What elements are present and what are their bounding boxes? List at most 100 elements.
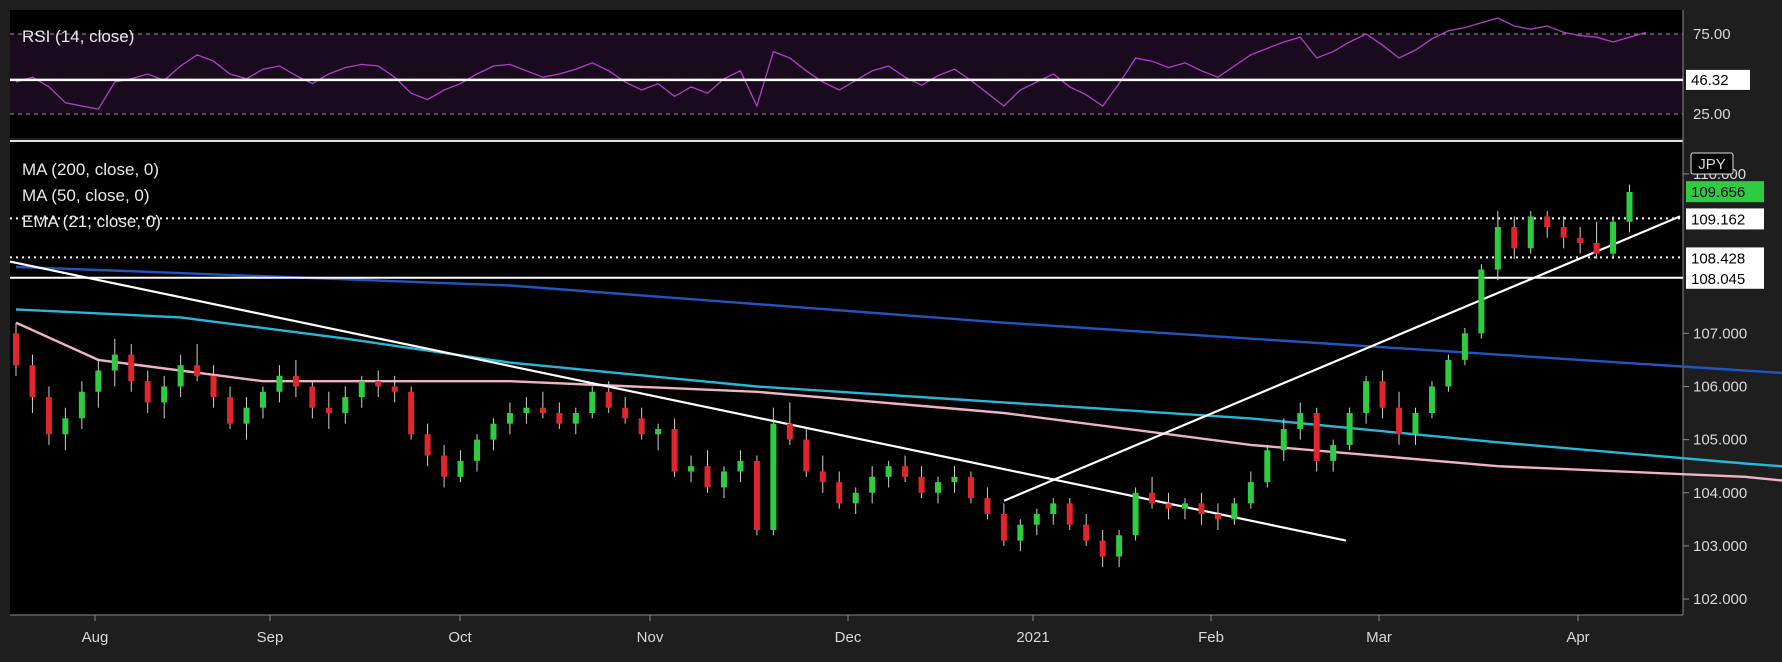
price-panel-background	[10, 142, 1683, 615]
legend-ma50[interactable]: MA (50, close, 0)	[22, 186, 150, 205]
candle-down	[836, 482, 843, 504]
candle-down	[128, 354, 135, 382]
candle-up	[1017, 524, 1024, 541]
level-tag-2-label: 108.428	[1691, 250, 1745, 267]
rsi-layer	[10, 17, 1683, 115]
x-tick-label: Dec	[835, 629, 862, 646]
last-price-label: 109.656	[1691, 184, 1745, 201]
trendlines-layer	[9, 215, 1681, 542]
candle-down	[902, 466, 909, 477]
candle-down	[375, 381, 382, 387]
candle-up	[770, 423, 777, 530]
level-tag-1	[1686, 208, 1764, 230]
series-line-1	[15, 265, 1782, 375]
candle-up	[95, 370, 102, 392]
candle-down	[424, 434, 431, 456]
candle-down	[227, 397, 234, 424]
candle-down	[144, 381, 151, 403]
candle-down	[325, 407, 332, 414]
candle-up	[358, 381, 365, 398]
candle-up	[589, 391, 596, 414]
candles-layer	[13, 184, 1633, 568]
rsi-lower-level-label: 25.00	[1693, 106, 1731, 123]
candle-down	[1000, 514, 1007, 541]
level-tag-3-label: 108.045	[1691, 271, 1745, 288]
y-tick-label: 107.000	[1693, 325, 1747, 342]
series-line-3	[15, 321, 1782, 482]
candle-down	[1544, 216, 1551, 228]
candle-up	[852, 492, 859, 504]
legend-ema21[interactable]: EMA (21, close, 0)	[22, 212, 161, 231]
candle-down	[29, 365, 36, 398]
candle-down	[1149, 492, 1156, 504]
y-tick-label: 106.000	[1693, 378, 1747, 395]
y-tick-label: 104.000	[1693, 485, 1747, 502]
legend-ma200[interactable]: MA (200, close, 0)	[22, 160, 159, 179]
candle-up	[688, 466, 695, 472]
candle-up	[1280, 428, 1287, 451]
y-tick-label: 105.000	[1693, 432, 1747, 449]
candle-up	[1346, 413, 1353, 445]
last-price-tag	[1686, 181, 1764, 203]
rsi-indicator-label[interactable]: RSI (14, close)	[22, 27, 134, 46]
candle-up	[885, 466, 892, 477]
candle-down	[704, 466, 711, 488]
x-tick-label: 2021	[1016, 629, 1049, 646]
candle-down	[638, 418, 645, 435]
candle-down	[1198, 503, 1205, 515]
candle-down	[984, 498, 991, 515]
candle-up	[1330, 444, 1337, 461]
candle-up	[62, 418, 69, 435]
candle-up	[1264, 450, 1271, 483]
candle-up	[259, 391, 266, 408]
level-tag-3	[1686, 267, 1764, 289]
candle-down	[210, 375, 217, 398]
candle-up	[1297, 413, 1304, 429]
candle-up	[342, 397, 349, 414]
candle-down	[13, 333, 19, 366]
candle-down	[1396, 407, 1403, 435]
rsi-current-tag	[1686, 69, 1750, 90]
candle-down	[292, 375, 299, 387]
rsi-current-value-label: 46.32	[1691, 72, 1729, 89]
candle-down	[786, 423, 793, 440]
candle-down	[1214, 514, 1221, 520]
trendline-downtrend	[9, 260, 1347, 542]
level-tag-1-label: 109.162	[1691, 211, 1745, 228]
candle-down	[1083, 524, 1090, 541]
candle-down	[622, 407, 629, 419]
candle-up	[572, 413, 579, 424]
candle-down	[309, 386, 316, 408]
candle-down	[1560, 227, 1567, 238]
rsi-line	[15, 17, 1647, 110]
x-tick-label: Mar	[1366, 629, 1392, 646]
candle-down	[1593, 242, 1600, 254]
candle-up	[1626, 191, 1633, 222]
candle-up	[111, 354, 118, 371]
candle-up	[1445, 359, 1452, 387]
x-tick-label: Oct	[448, 629, 472, 646]
candle-up	[457, 460, 464, 477]
y-tick-label: 103.000	[1693, 538, 1747, 555]
candle-up	[869, 476, 876, 493]
rsi-upper-level-label: 75.00	[1693, 26, 1731, 43]
levels-layer	[10, 217, 1683, 279]
candle-up	[1461, 333, 1468, 360]
candle-down	[671, 428, 678, 472]
candle-up	[474, 439, 481, 461]
candle-down	[918, 476, 925, 493]
candle-down	[1313, 413, 1320, 461]
candle-up	[1478, 269, 1485, 334]
candle-down	[408, 391, 415, 435]
candle-down	[967, 476, 974, 499]
candle-up	[1050, 503, 1057, 515]
candle-up	[1610, 221, 1617, 254]
rsi-band	[10, 34, 1683, 114]
candle-up	[523, 407, 530, 414]
candle-up	[737, 460, 744, 472]
candle-down	[1379, 381, 1386, 408]
candle-up	[1527, 216, 1534, 249]
candle-up	[490, 423, 497, 440]
candle-down	[1165, 503, 1172, 509]
